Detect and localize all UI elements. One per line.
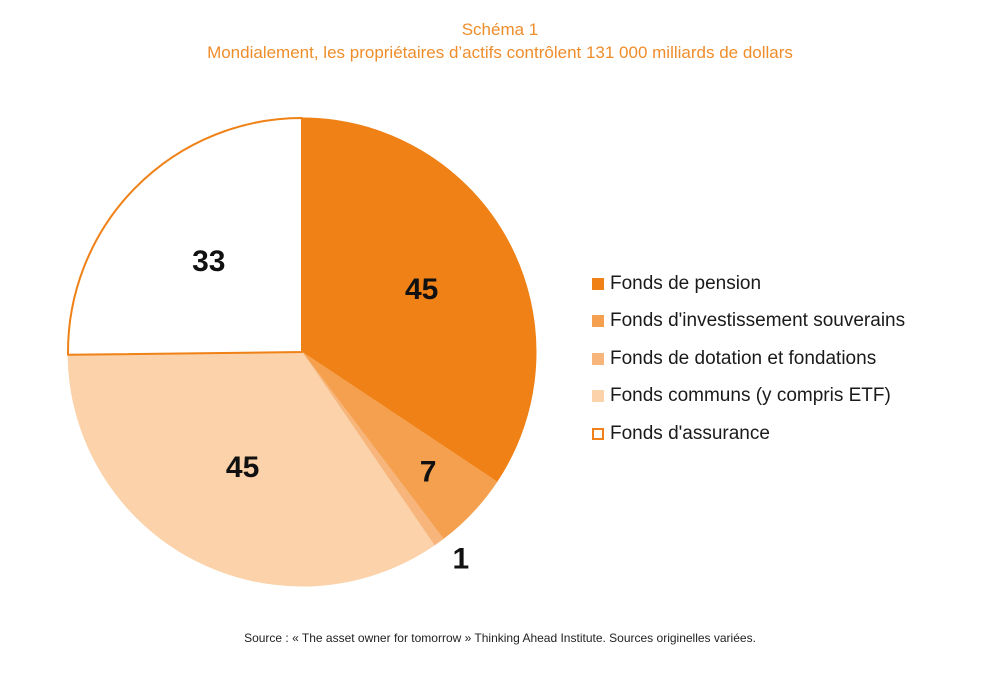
legend-item-sovereign: Fonds d'investissement souverains bbox=[592, 303, 905, 341]
legend-label: Fonds d'investissement souverains bbox=[610, 310, 906, 332]
legend-label: Fonds de dotation et fondations bbox=[610, 347, 877, 369]
legend-item-endowment: Fonds de dotation et fondations bbox=[592, 340, 905, 378]
data-label-endowment: 1 bbox=[452, 542, 469, 575]
legend-swatch bbox=[592, 352, 604, 365]
legend-item-mutual-funds: Fonds communs (y compris ETF) bbox=[592, 378, 905, 416]
legend-label: Fonds communs (y compris ETF) bbox=[610, 385, 891, 407]
legend-swatch bbox=[592, 315, 604, 328]
data-label-pension: 45 bbox=[405, 273, 438, 306]
legend-swatch bbox=[592, 390, 604, 403]
data-label-insurance: 33 bbox=[192, 245, 225, 278]
legend: Fonds de pension Fonds d'investissement … bbox=[592, 265, 905, 453]
pie-slice-mutual-funds bbox=[67, 351, 435, 587]
source-note: Source : « The asset owner for tomorrow … bbox=[244, 631, 756, 645]
chart-subtitle: Mondialement, les propriétaires d’actifs… bbox=[207, 43, 793, 62]
legend-item-pension: Fonds de pension bbox=[592, 265, 905, 303]
chart-title-block: Schéma 1 Mondialement, les propriétaires… bbox=[0, 18, 1000, 64]
legend-label: Fonds de pension bbox=[610, 272, 762, 294]
legend-swatch bbox=[592, 427, 604, 440]
chart-title: Schéma 1 bbox=[461, 20, 539, 39]
legend-swatch bbox=[592, 277, 604, 290]
legend-label: Fonds d'assurance bbox=[610, 422, 770, 444]
data-label-sovereign: 7 bbox=[420, 456, 437, 489]
legend-item-insurance: Fonds d'assurance bbox=[592, 415, 905, 453]
data-label-mutual-funds: 45 bbox=[226, 451, 259, 484]
pie-slice-insurance bbox=[67, 117, 303, 356]
